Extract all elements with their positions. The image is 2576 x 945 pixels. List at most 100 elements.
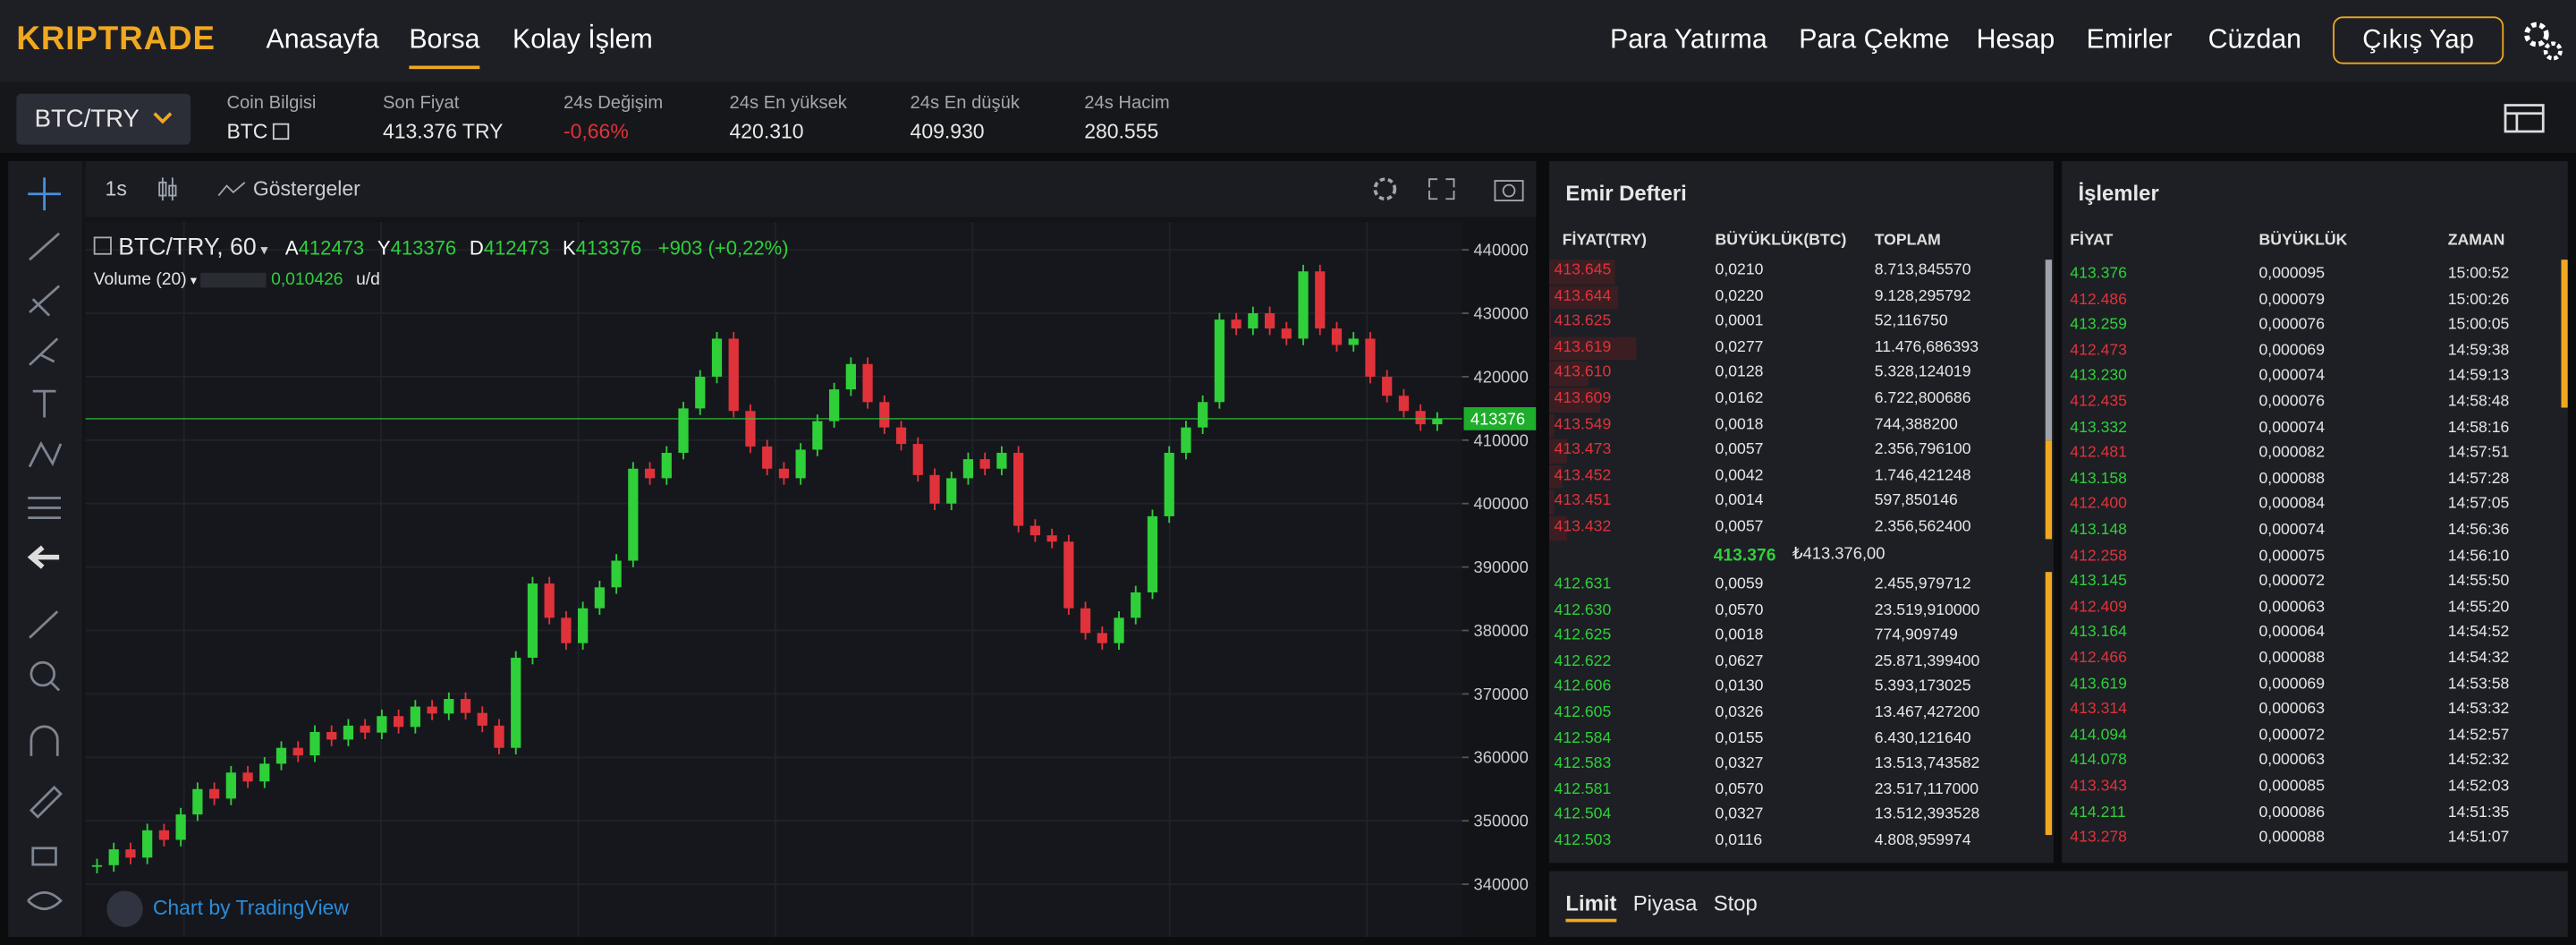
y-tick-label: 420000 [1474,367,1529,386]
candle [812,421,822,450]
order-tab[interactable]: Piyasa [1633,891,1698,916]
candle [444,699,453,713]
candle [1365,338,1375,377]
nav-link[interactable]: Kolay İşlem [513,25,653,56]
layout-icon[interactable] [2504,104,2546,133]
nav-link[interactable]: Anasayfa [267,25,379,56]
order-tab[interactable]: Limit [1565,891,1616,916]
nav-link[interactable]: Borsa [409,25,479,56]
chart-tool-icons[interactable] [1370,175,1535,204]
pair-selector[interactable]: BTC/TRY [16,94,191,145]
book-cell: 413.473 [1555,441,1612,459]
mid-total: ₺413.376,00 [1792,546,1885,564]
trade-cell: 413.343 [2070,778,2127,796]
candle [159,830,169,840]
trade-cell: 15:00:05 [2448,316,2510,334]
candle [411,707,420,728]
ohlc-key: Y [377,236,391,260]
indicators-icon [216,179,246,199]
candle [1198,402,1208,427]
candle [511,658,521,748]
book-cell: 0,0570 [1716,600,1764,618]
order-tab[interactable]: Stop [1714,891,1758,916]
logo[interactable]: KRIPTRADE [16,21,216,59]
trade-cell: 412.400 [2070,496,2127,514]
price-chart: 3400003500003600003700003800003900004000… [86,222,1537,937]
collapse-box[interactable] [94,236,112,254]
trade-cell: 0,000076 [2259,316,2325,334]
candle [796,449,806,478]
candle [662,453,672,478]
trade-cell: 14:57:28 [2448,470,2510,488]
interval[interactable]: 1s [106,177,127,200]
stat-label: Coin Bilgisi [226,94,316,114]
trade-cell: 0,000074 [2259,367,2325,385]
book-cell: 412.630 [1555,600,1612,618]
book-cell: 412.584 [1555,729,1612,747]
candle [1013,453,1023,526]
order-book-title: Emir Defteri [1565,181,1686,206]
indicators[interactable]: Göstergeler [253,177,360,200]
nav-link[interactable]: Cüzdan [2208,25,2301,56]
book-cell: 6.430,121640 [1875,729,1971,747]
candle [963,459,973,478]
attribution[interactable]: Chart by TradingView [106,891,349,927]
candle [461,699,470,713]
symbol: BTC/TRY, 60 [118,235,256,261]
candle [1282,328,1292,338]
book-cell: 413.644 [1555,287,1612,305]
nav-link[interactable]: Hesap [1977,25,2055,56]
trade-cell: 413.148 [2070,521,2127,539]
book-cell: 2.455,979712 [1875,575,1971,593]
candle [545,583,555,617]
settings-icon[interactable] [2521,20,2564,63]
trade-cell: 14:56:10 [2448,547,2510,565]
nav-link[interactable]: Para Yatırma [1610,25,1767,56]
book-cell: 0,0162 [1716,389,1764,407]
trade-cell: 412.481 [2070,444,2127,462]
volume-legend: Volume (20) ▾ 0,010426 u/d [94,269,380,289]
trade-cell: 0,000088 [2259,829,2325,847]
book-cell: 0,0327 [1716,806,1764,824]
candle [1181,428,1191,453]
order-book-panel: Emir Defteri FİYAT(TRY)BÜYÜKLÜK(BTC)TOPL… [1549,161,2054,863]
y-tick-label: 440000 [1474,241,1529,260]
stat-value: 413.376 TRY [383,120,503,143]
y-tick-label: 430000 [1474,303,1529,322]
trade-cell: 413.619 [2070,675,2127,693]
stat-value: 280.555 [1084,120,1158,143]
candle [595,587,605,608]
stat-label: 24s Değişim [564,94,663,114]
book-cell: 744,388200 [1875,415,1958,433]
trade-cell: 414.211 [2070,803,2125,821]
candle-type-icon[interactable] [155,176,181,202]
trade-cell: 0,000079 [2259,290,2325,308]
candle [1215,319,1224,402]
candle [427,707,436,714]
logout-button[interactable]: Çıkış Yap [2333,16,2504,64]
book-cell: 413.619 [1555,338,1612,356]
y-tick-label: 370000 [1474,685,1529,703]
book-cell: 412.504 [1555,806,1612,824]
column-header: BÜYÜKLÜK [2259,232,2348,250]
nav-link[interactable]: Para Çekme [1799,25,1949,56]
volume-controls[interactable] [200,272,266,287]
trade-cell: 14:51:35 [2448,803,2510,821]
nav-link[interactable]: Emirler [2087,25,2173,56]
book-cell: 23.519,910000 [1875,600,1980,618]
candle [829,389,839,421]
book-cell: 0,0327 [1716,754,1764,772]
candle [1165,453,1174,516]
scrollbar[interactable] [2046,260,2052,440]
book-cell: 11.476,686393 [1875,338,1979,356]
book-cell: 412.622 [1555,652,1612,670]
candle [92,865,102,867]
candle [1315,271,1325,328]
book-cell: 0,0570 [1716,780,1764,798]
trade-cell: 0,000063 [2259,752,2325,770]
candle [996,453,1006,469]
candle [1382,377,1392,396]
